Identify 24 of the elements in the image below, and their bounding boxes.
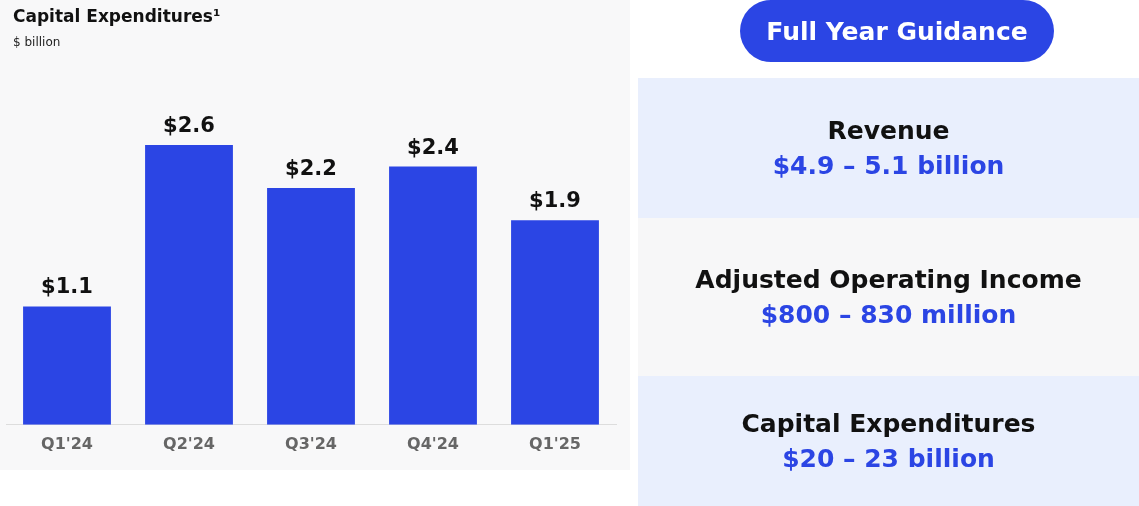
text: Capital Expenditures bbox=[741, 409, 1036, 438]
x-tick-label: Q1'25 bbox=[529, 433, 581, 453]
data-label: $1.1 bbox=[41, 274, 93, 299]
bar bbox=[511, 220, 599, 425]
bar bbox=[145, 145, 233, 425]
data-label: $2.6 bbox=[163, 112, 215, 137]
data-label: $2.2 bbox=[285, 156, 337, 181]
text: $20 – 23 billion bbox=[782, 444, 995, 473]
x-tick-label: Q1'24 bbox=[41, 433, 93, 453]
chart-title: Capital Expenditures¹ bbox=[13, 6, 221, 26]
x-tick-label: Q2'24 bbox=[163, 433, 215, 453]
chart-subtitle: $ billion bbox=[13, 35, 61, 49]
data-label: $1.9 bbox=[529, 188, 581, 213]
x-tick-label: Q3'24 bbox=[285, 433, 337, 453]
bar bbox=[23, 306, 111, 425]
bar bbox=[389, 166, 477, 425]
bar bbox=[267, 188, 355, 425]
x-tick-label: Q4'24 bbox=[407, 433, 459, 453]
data-label: $2.4 bbox=[407, 134, 459, 159]
text: $4.9 – 5.1 billion bbox=[772, 151, 1005, 180]
text: $800 – 830 million bbox=[760, 300, 1017, 329]
text: Full Year Guidance bbox=[740, 0, 1054, 62]
text: Revenue bbox=[827, 116, 950, 145]
text: Adjusted Operating Income bbox=[695, 265, 1082, 294]
